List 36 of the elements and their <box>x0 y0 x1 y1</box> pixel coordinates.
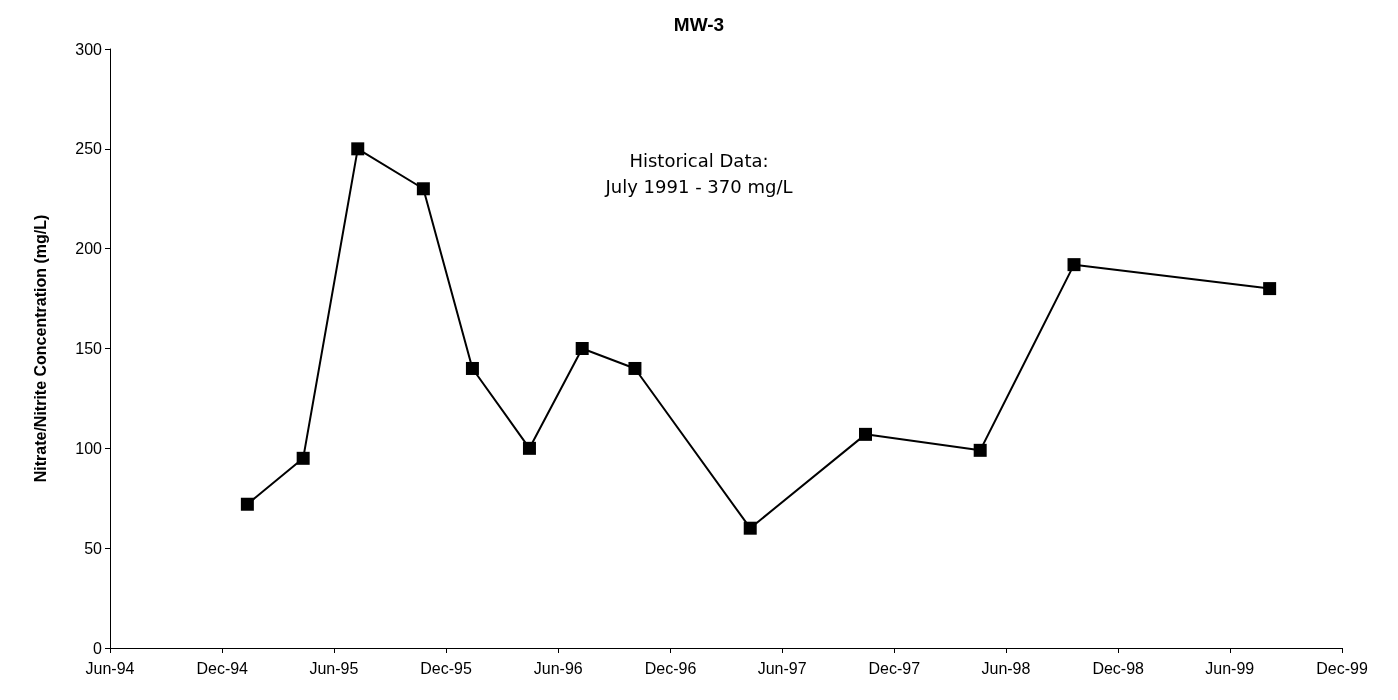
y-tick-label: 200 <box>75 240 103 258</box>
x-tick-label: Jun-94 <box>85 659 135 677</box>
chart-title: MW-3 <box>673 14 725 35</box>
x-tick-label: Jun-98 <box>981 659 1031 677</box>
point <box>859 427 873 441</box>
x-tick-label: Dec-98 <box>1092 659 1145 677</box>
point <box>351 142 365 156</box>
y-tick-label: 50 <box>84 539 103 557</box>
y-tick-label: 0 <box>93 639 103 657</box>
x-tick-label: Jun-97 <box>757 659 807 677</box>
annotation: Historical Data: <box>629 149 769 171</box>
x-tick-label: Jun-99 <box>1205 659 1255 677</box>
point <box>973 443 987 457</box>
point <box>416 182 430 196</box>
point <box>743 521 757 535</box>
y-tick-label: 250 <box>75 140 103 158</box>
y-tick-label: 100 <box>75 439 103 457</box>
point <box>296 451 310 465</box>
point <box>240 497 254 511</box>
annotation: July 1991 - 370 mg/L <box>604 175 793 197</box>
x-tick-label: Dec-99 <box>1316 659 1368 677</box>
point <box>522 441 536 455</box>
point <box>628 361 642 375</box>
x-tick-label: Dec-95 <box>420 659 472 677</box>
point <box>465 361 479 375</box>
x-tick-label: Jun-95 <box>309 659 359 677</box>
y-tick-label: 300 <box>75 40 103 58</box>
x-tick-label: Dec-94 <box>196 659 249 677</box>
x-tick-label: Jun-96 <box>533 659 583 677</box>
y-axis-title: Nitrate/Nitrite Concentration (mg/L) <box>31 214 49 483</box>
point <box>575 342 589 355</box>
point <box>1067 258 1081 272</box>
x-tick-label: Dec-96 <box>644 659 697 677</box>
point <box>1263 282 1277 296</box>
y-tick-label: 150 <box>75 340 103 357</box>
x-tick-label: Dec-97 <box>868 659 921 677</box>
